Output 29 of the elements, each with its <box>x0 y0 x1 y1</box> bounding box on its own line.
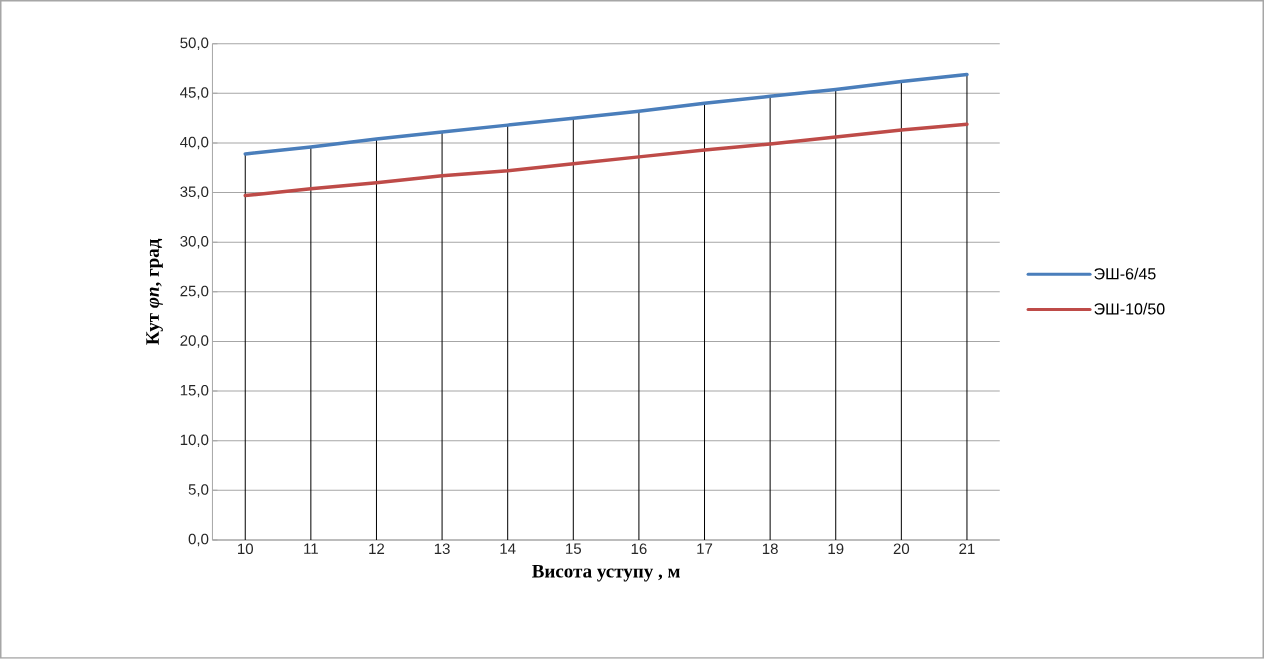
y-tick-label: 45,0 <box>180 87 209 100</box>
y-tick-label: 5,0 <box>188 484 209 497</box>
y-tick-label: 15,0 <box>180 385 209 398</box>
x-tick-label: 19 <box>828 543 844 555</box>
line-series <box>243 72 969 156</box>
x-tick-label: 10 <box>238 543 253 555</box>
x-tick-label: 17 <box>697 543 713 554</box>
x-tick-label: 18 <box>762 543 778 555</box>
x-tick-label: 20 <box>893 543 910 555</box>
y-tick-label: 25,0 <box>180 285 209 299</box>
x-tick-label: 16 <box>631 543 647 555</box>
line-series <box>243 122 969 198</box>
x-tick-label: 12 <box>369 543 385 555</box>
x-tick-label: 11 <box>304 543 318 554</box>
x-tick-label: 15 <box>566 543 582 555</box>
y-tick-label: 10,0 <box>180 434 209 448</box>
x-tick-label: 21 <box>959 543 975 555</box>
y-tick-label: 40,0 <box>180 136 209 150</box>
x-tick-label: 13 <box>434 543 450 555</box>
legend-label: ЭШ-10/50 <box>1094 302 1165 315</box>
y-tick-label: 50,0 <box>180 37 209 51</box>
y-tick-label: 20,0 <box>180 335 209 348</box>
y-axis-title: Кут φп, град <box>146 238 163 345</box>
y-tick-label: 0,0 <box>188 533 209 547</box>
y-tick-label: 35,0 <box>180 186 209 199</box>
legend-label: ЭШ-6/45 <box>1094 267 1156 280</box>
x-tick-label: 14 <box>500 543 516 554</box>
y-tick-label: 30,0 <box>180 236 209 249</box>
x-axis-title: Висота уступу , м <box>532 565 680 582</box>
